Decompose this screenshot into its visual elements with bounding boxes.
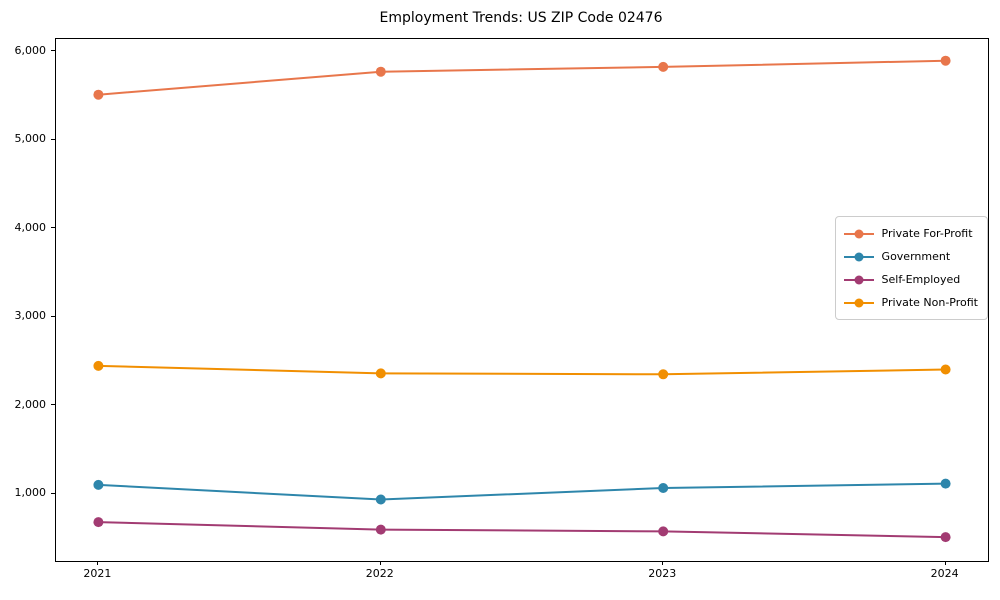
legend-line-marker-icon (843, 298, 874, 307)
y-tick-mark (51, 492, 55, 494)
x-tick-mark (662, 561, 664, 565)
data-point (658, 369, 669, 380)
data-point (93, 517, 104, 528)
x-tick-label: 2023 (648, 567, 677, 580)
x-tick-mark (944, 561, 946, 565)
legend-label: Private For-Profit (881, 227, 973, 240)
legend-label: Self-Employed (881, 273, 961, 286)
data-point (658, 483, 669, 493)
legend-item: Private Non-Profit (843, 291, 978, 314)
data-point (940, 364, 951, 375)
y-tick-mark (51, 50, 55, 52)
legend-line-marker-icon (843, 275, 874, 284)
data-point (658, 526, 669, 537)
series-line-private-for-profit (98, 59, 946, 96)
legend-item: Self-Employed (843, 268, 978, 291)
series-line-government (98, 482, 946, 501)
y-tick-label: 1,000 (14, 486, 47, 500)
x-tick-mark (97, 561, 99, 565)
y-tick-label: 2,000 (14, 397, 47, 411)
plot-area (55, 38, 989, 562)
data-point (375, 494, 386, 505)
plot-canvas (93, 55, 951, 543)
y-tick-mark (51, 227, 55, 229)
legend-item: Government (843, 245, 978, 268)
y-tick-label: 5,000 (14, 132, 47, 146)
legend-item: Private For-Profit (843, 222, 978, 245)
series-line-self-employed (98, 521, 946, 539)
data-point (940, 55, 951, 66)
y-tick-mark (51, 404, 55, 406)
legend-label: Government (881, 250, 951, 263)
x-tick-label: 2024 (930, 567, 959, 580)
data-point (93, 89, 104, 100)
series-line-private-non-profit (98, 364, 946, 376)
x-tick-mark (379, 561, 381, 565)
x-tick-label: 2021 (83, 567, 112, 580)
x-tick-label: 2022 (365, 567, 394, 580)
data-point (940, 532, 951, 543)
legend: Private For-Profit Government Self-Employe… (834, 216, 988, 320)
data-point (658, 61, 669, 72)
y-tick-mark (51, 315, 55, 317)
y-tick-label: 6,000 (14, 43, 47, 57)
y-tick-label: 4,000 (14, 220, 47, 234)
legend-line-marker-icon (843, 252, 874, 261)
y-tick-mark (51, 138, 55, 140)
legend-label: Private Non-Profit (881, 296, 978, 309)
data-point (93, 479, 104, 490)
data-point (375, 66, 386, 77)
legend-line-marker-icon (843, 229, 874, 238)
data-point (940, 478, 951, 489)
y-tick-label: 3,000 (14, 309, 47, 323)
data-point (375, 524, 386, 535)
data-point (93, 360, 104, 371)
chart-title: Employment Trends: US ZIP Code 02476 (379, 10, 663, 26)
data-point (375, 368, 386, 379)
